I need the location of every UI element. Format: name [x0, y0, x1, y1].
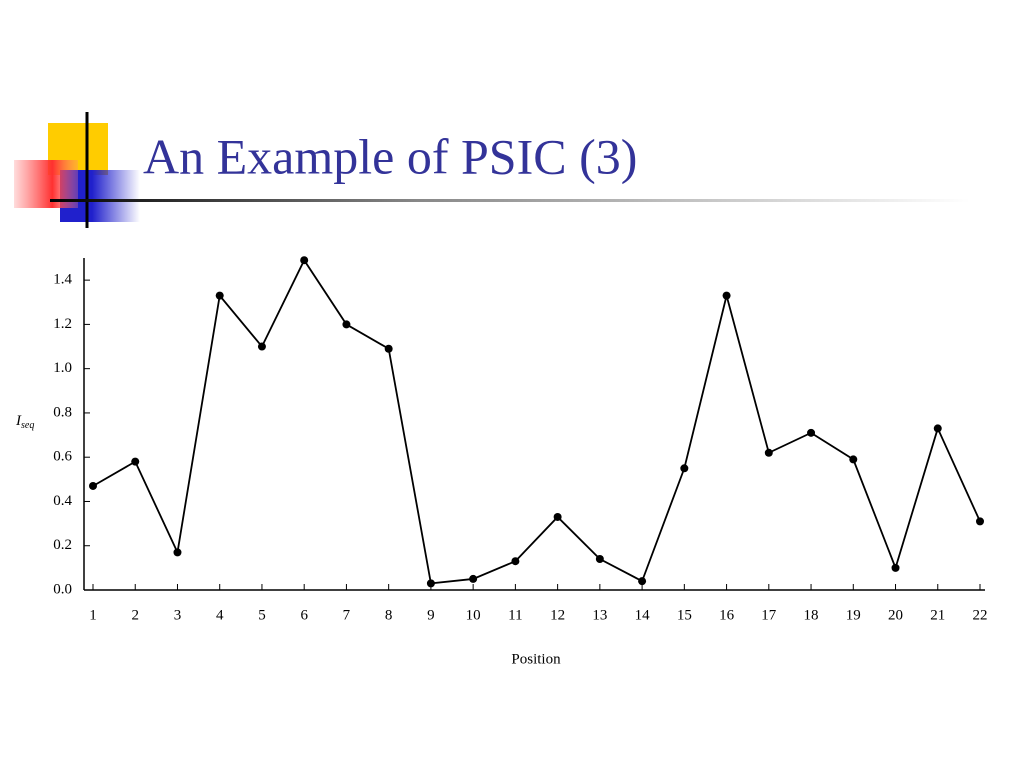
x-tick-label: 2: [131, 607, 139, 623]
data-point: [511, 557, 520, 566]
x-tick-label: 9: [427, 607, 435, 623]
x-tick-label: 20: [888, 607, 903, 623]
data-point: [976, 517, 984, 526]
x-tick-label: 15: [677, 607, 692, 623]
x-tick-label: 16: [719, 607, 735, 623]
data-point: [807, 428, 816, 437]
data-point: [215, 291, 224, 300]
x-tick-label: 11: [508, 607, 522, 623]
x-tick-label: 5: [258, 607, 266, 623]
x-tick-label: 19: [846, 607, 861, 623]
logo: [14, 112, 140, 228]
y-tick-label: 0.0: [53, 581, 72, 597]
x-tick-label: 14: [635, 607, 651, 623]
data-point: [469, 574, 478, 583]
y-tick-label: 0.8: [53, 404, 72, 420]
data-point: [300, 256, 309, 265]
x-tick-label: 1: [89, 607, 97, 623]
x-tick-label: 18: [804, 607, 819, 623]
x-tick-label: 6: [300, 607, 308, 623]
data-line: [92, 258, 981, 585]
y-tick-label: 1.0: [53, 360, 72, 376]
x-tick-label: 17: [761, 607, 777, 623]
data-point: [680, 464, 689, 473]
data-point: [553, 512, 562, 521]
x-tick-label: 3: [174, 607, 182, 623]
y-tick-label: 1.2: [53, 316, 72, 332]
data-point: [131, 457, 140, 466]
y-tick-label: 0.6: [53, 449, 72, 465]
data-point: [891, 563, 900, 572]
y-tick-label: 0.2: [53, 537, 72, 553]
data-point: [849, 455, 858, 464]
data-point: [595, 555, 604, 564]
data-point: [426, 579, 435, 588]
data-point: [342, 320, 351, 329]
x-tick-label: 8: [385, 607, 393, 623]
data-point: [764, 448, 773, 457]
y-axis-label-main: I: [15, 413, 22, 429]
x-tick-label: 10: [466, 607, 481, 623]
y-tick-label: 0.4: [53, 493, 72, 509]
data-point: [384, 344, 393, 353]
data-point: [173, 548, 182, 557]
x-tick-label: 21: [930, 607, 945, 623]
data-point: [89, 481, 97, 490]
data-point: [722, 291, 731, 300]
data-point: [638, 577, 647, 586]
x-tick-label: 12: [550, 607, 565, 623]
slide-title: An Example of PSIC (3): [143, 128, 637, 184]
y-tick-label: 1.4: [53, 272, 72, 288]
data-point: [933, 424, 942, 433]
x-tick-label: 13: [592, 607, 607, 623]
x-tick-label: 22: [973, 607, 988, 623]
x-axis-label: Position: [511, 651, 561, 667]
y-axis-label: Iseq: [15, 413, 34, 431]
y-axis-label-sub: seq: [21, 420, 34, 431]
x-tick-label: 4: [216, 607, 224, 623]
x-tick-label: 7: [343, 607, 351, 623]
title-rule: [50, 199, 970, 202]
data-point: [257, 342, 266, 351]
